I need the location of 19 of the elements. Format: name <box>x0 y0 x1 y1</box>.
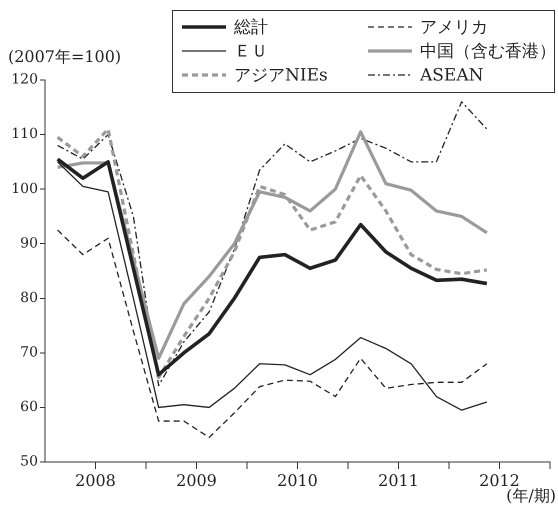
x-tick-label: 2009 <box>176 470 217 490</box>
x-tick-label: 2008 <box>75 470 116 490</box>
y-tick-label: 70 <box>20 344 38 360</box>
legend-label: アメリカ <box>420 17 488 38</box>
x-tick-label: 2011 <box>378 470 419 490</box>
y-tick-label: 90 <box>20 235 38 252</box>
x-tick-label: 2010 <box>277 470 318 490</box>
y-tick-label: 50 <box>20 454 38 470</box>
legend-label: ASEAN <box>419 65 484 86</box>
legend-label: アジアNIEs <box>234 65 328 86</box>
y-tick-label: 80 <box>20 290 38 306</box>
legend-label: ＥＵ <box>234 41 268 62</box>
legend-label: 中国（含む香港） <box>420 41 556 62</box>
y-tick-label: 100 <box>11 180 38 197</box>
y-tick-label: 110 <box>11 126 38 142</box>
y-tick-label: 60 <box>20 399 38 416</box>
y-axis-title: (2007年=100) <box>8 47 122 66</box>
y-tick-label: 120 <box>11 72 38 88</box>
legend-label: 総計 <box>233 17 268 38</box>
